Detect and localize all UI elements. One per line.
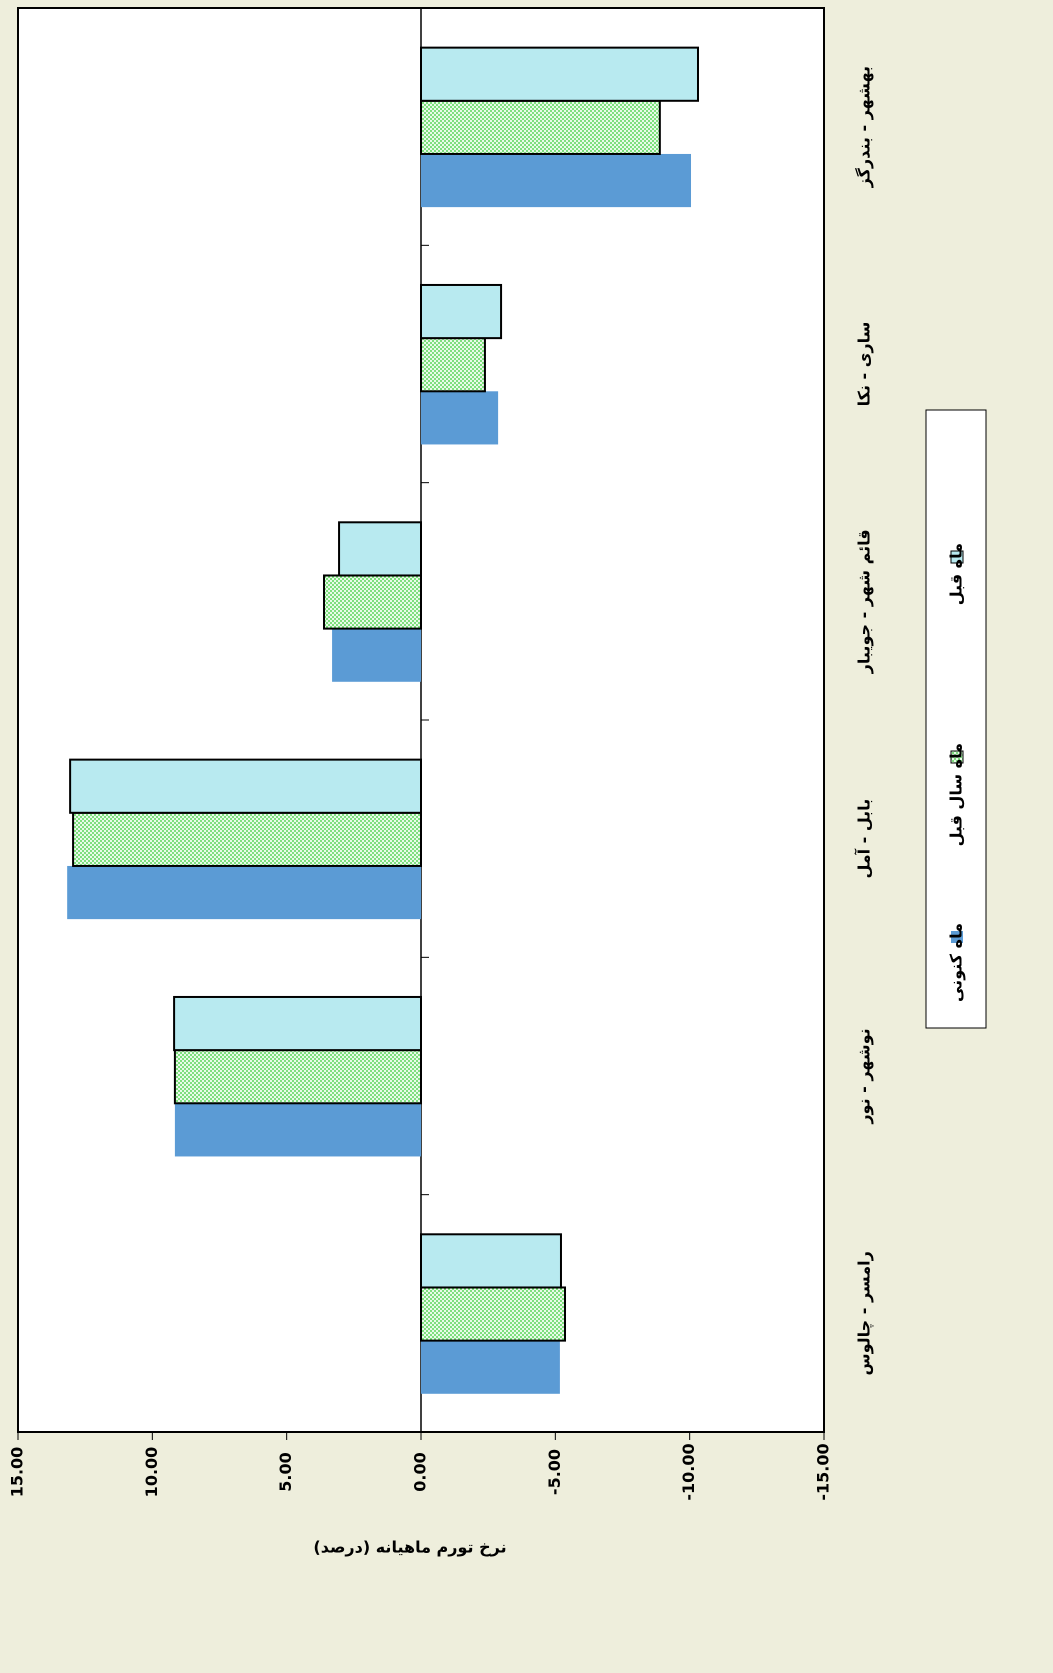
y-tick-label: 0.00 [411,1452,430,1491]
bar [173,995,422,1052]
legend-swatch [950,550,964,564]
legend-label: ماه کنونی [947,923,966,1002]
bar [420,1233,562,1289]
x-tick-label: نوشهر - نور [855,1028,874,1124]
legend-label: ماه سال قبل [947,743,966,846]
y-tick-label: 10.00 [142,1447,161,1498]
x-tick-label: رامسر - چالوس [855,1251,875,1375]
x-tick-label: ساری - نکا [855,322,874,407]
y-tick-label: 5.00 [276,1452,295,1491]
legend [925,409,987,1029]
bar [72,811,423,867]
bar [323,574,422,630]
bar [421,153,692,208]
x-tick-label: قائم شهر - جویبار [855,529,874,674]
bar [420,283,503,340]
y-tick-label: 15.00 [8,1447,27,1498]
bar [332,628,421,682]
y-tick-label: -15.00 [814,1443,833,1500]
bar [421,1340,560,1394]
y-tick-label: -5.00 [545,1449,564,1495]
legend-swatch [950,750,964,764]
y-tick-label: -10.00 [679,1443,698,1500]
bar [421,391,499,445]
bar [420,99,661,155]
x-tick-label: بهشهر - بندرگز [855,66,874,188]
bar [338,521,423,577]
bar [69,758,422,814]
bar [67,865,421,920]
x-tick-label: بابل - آمل [854,799,874,879]
bar [174,1103,421,1157]
legend-label: ماه قبل [947,543,966,605]
legend-swatch [951,931,963,943]
bar [173,1049,422,1105]
bar [420,46,699,102]
axis-title: نرخ تورم ماهیانه (درصد) [313,1538,506,1557]
bar [420,1286,567,1342]
bar [420,337,486,393]
